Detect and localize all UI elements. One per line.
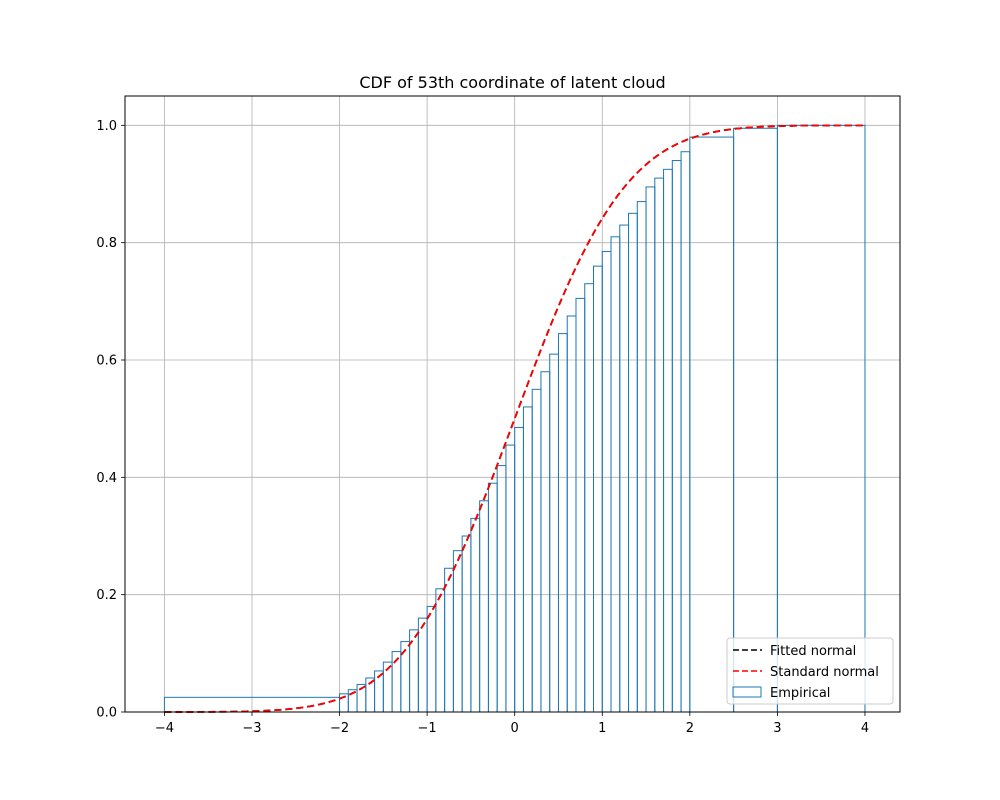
y-tick-label: 0.6 bbox=[96, 354, 117, 369]
chart-title: CDF of 53th coordinate of latent cloud bbox=[359, 73, 665, 92]
x-tick-label: 3 bbox=[773, 721, 781, 736]
legend: Fitted normal Standard normal Empirical bbox=[726, 637, 894, 705]
y-tick-label: 1.0 bbox=[96, 119, 117, 134]
x-tick-label: 1 bbox=[598, 721, 606, 736]
y-tick-label: 0.2 bbox=[96, 588, 117, 603]
x-tick-label: 0 bbox=[511, 721, 519, 736]
legend-standard-normal-label: Standard normal bbox=[770, 665, 879, 680]
axes-frame bbox=[124, 95, 901, 713]
x-tick-label: −2 bbox=[330, 721, 349, 736]
x-tick-label: −4 bbox=[155, 721, 174, 736]
legend-empirical-label: Empirical bbox=[770, 686, 830, 701]
y-tick-label: 0.8 bbox=[96, 236, 117, 251]
legend-box bbox=[726, 637, 894, 705]
legend-empirical-swatch bbox=[732, 686, 762, 698]
axis-ticks: −4 −3 −2 −1 0 1 2 3 4 0.0 0.2 0.4 0.6 0.8 1.0 bbox=[96, 119, 869, 736]
standard-normal-curve bbox=[164, 124, 865, 713]
x-tick-label: −3 bbox=[242, 721, 261, 736]
y-tick-label: 0.4 bbox=[96, 471, 117, 486]
legend-fitted-normal-label: Fitted normal bbox=[770, 644, 856, 659]
x-tick-label: −1 bbox=[418, 721, 437, 736]
x-tick-label: 2 bbox=[686, 721, 694, 736]
y-tick-label: 0.0 bbox=[96, 706, 117, 721]
x-tick-label: 4 bbox=[861, 721, 869, 736]
